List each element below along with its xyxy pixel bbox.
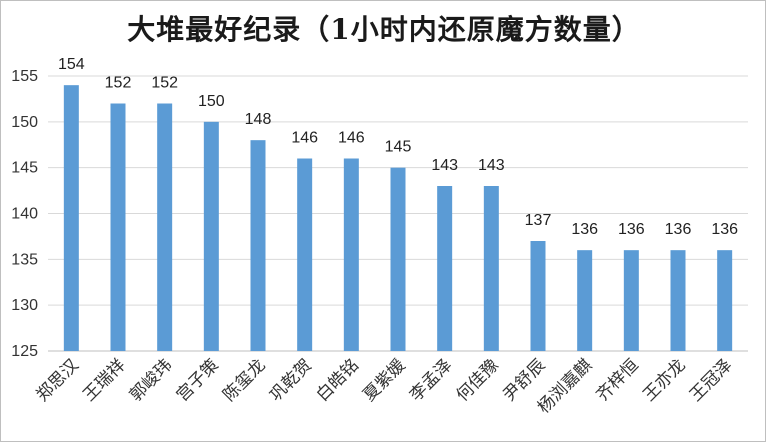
y-tick-label: 145 xyxy=(11,160,38,177)
data-label: 136 xyxy=(665,221,692,238)
bar xyxy=(297,158,313,351)
bar xyxy=(390,167,406,351)
y-tick-label: 140 xyxy=(11,206,38,223)
data-label: 150 xyxy=(198,93,225,110)
x-tick-label: 王瑞祥 xyxy=(79,355,129,405)
bar xyxy=(717,250,733,351)
data-label: 148 xyxy=(245,111,272,128)
x-tick-label: 白皓铭 xyxy=(313,355,363,405)
data-label: 146 xyxy=(338,130,365,147)
data-label: 136 xyxy=(711,221,738,238)
x-tick-label: 郑思汉 xyxy=(33,355,83,405)
x-tick-label: 宫子策 xyxy=(173,355,223,405)
bar xyxy=(63,85,79,352)
bar xyxy=(483,186,499,351)
x-tick-label: 陈玺龙 xyxy=(219,355,269,405)
data-label: 152 xyxy=(151,75,178,92)
x-tick-label: 夏紫媛 xyxy=(359,355,409,405)
x-tick-label: 齐梓恒 xyxy=(593,355,643,405)
x-tick-label: 郭峻玮 xyxy=(126,355,176,405)
data-label: 143 xyxy=(431,157,458,174)
x-tick-label: 王冠泽 xyxy=(686,355,736,405)
data-label: 136 xyxy=(571,221,598,238)
data-label: 145 xyxy=(385,139,412,156)
bar xyxy=(623,250,639,351)
y-tick-label: 130 xyxy=(11,297,38,314)
data-label: 154 xyxy=(58,56,85,73)
x-tick-label: 李孟泽 xyxy=(406,355,456,405)
x-tick-label: 何佳豫 xyxy=(453,355,503,405)
bar xyxy=(437,186,453,351)
y-tick-label: 155 xyxy=(11,68,38,85)
bar xyxy=(670,250,686,351)
data-label: 143 xyxy=(478,157,505,174)
bar xyxy=(203,121,219,351)
data-label: 137 xyxy=(525,212,552,229)
bar xyxy=(110,103,126,351)
data-label: 146 xyxy=(291,130,318,147)
chart-title: 大堆最好纪录（1小时内还原魔方数量） xyxy=(127,13,641,46)
y-tick-label: 125 xyxy=(11,343,38,360)
bar xyxy=(157,103,173,351)
x-tick-label: 巩乾贺 xyxy=(266,355,316,405)
bar xyxy=(250,140,266,351)
data-label: 152 xyxy=(105,75,132,92)
x-tick-label: 王亦龙 xyxy=(639,355,689,405)
bar xyxy=(530,241,546,351)
y-tick-label: 150 xyxy=(11,114,38,131)
data-label: 136 xyxy=(618,221,645,238)
bar xyxy=(577,250,593,351)
bar xyxy=(343,158,359,351)
y-tick-label: 135 xyxy=(11,251,38,268)
